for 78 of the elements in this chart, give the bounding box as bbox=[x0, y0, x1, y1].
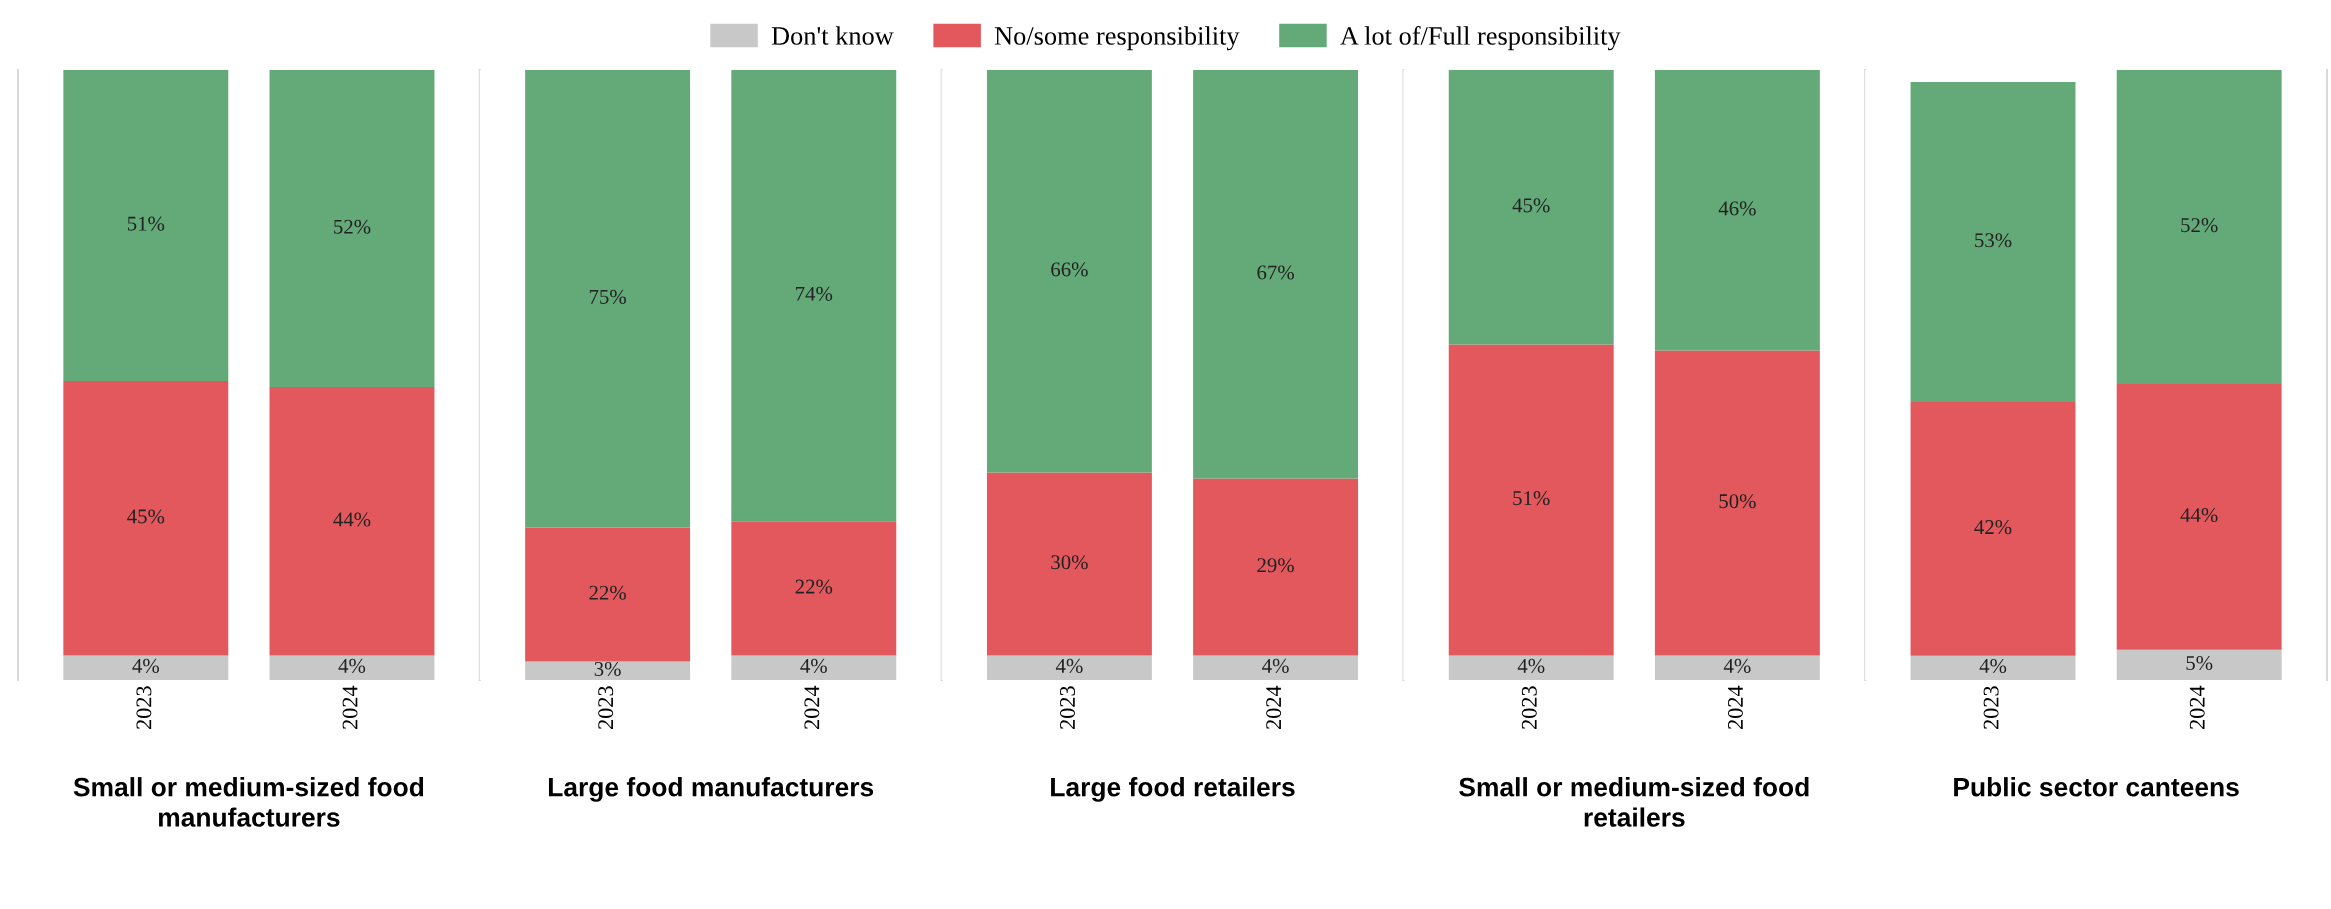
x-axis-title: Small or medium-sized food manufacturers bbox=[73, 777, 424, 827]
x-axis-title: Small or medium-sized food retailers bbox=[1459, 777, 1809, 827]
x-tick-label: 2024 bbox=[2189, 685, 2205, 729]
x-tick-label: 2024 bbox=[1727, 685, 1743, 729]
data-label: 5% bbox=[2186, 655, 2213, 671]
x-tick-label: 2024 bbox=[804, 685, 820, 729]
data-label: 52% bbox=[2181, 218, 2218, 233]
bar bbox=[1448, 69, 1614, 345]
bar bbox=[269, 69, 435, 388]
data-label: 44% bbox=[2180, 507, 2218, 523]
bar bbox=[2116, 69, 2282, 384]
data-label: 44% bbox=[333, 512, 371, 527]
bar bbox=[63, 69, 229, 382]
legend-label: No/some responsibility bbox=[994, 26, 1240, 51]
data-label: 45% bbox=[127, 509, 165, 524]
x-tick-label: 2023 bbox=[1059, 686, 1075, 729]
bar bbox=[1193, 478, 1359, 656]
bar bbox=[1654, 350, 1820, 656]
data-label: 4% bbox=[800, 658, 827, 673]
bar bbox=[1910, 655, 2076, 680]
bar bbox=[2116, 383, 2282, 650]
bar bbox=[1910, 82, 2076, 403]
data-label: 45% bbox=[1512, 198, 1550, 213]
x-tick-label: 2023 bbox=[1521, 686, 1537, 729]
data-label: 4% bbox=[1517, 658, 1545, 673]
data-label: 46% bbox=[1718, 201, 1756, 216]
x-tick-label: 2024 bbox=[342, 685, 358, 729]
bar bbox=[1654, 655, 1820, 680]
data-label: 4% bbox=[1262, 658, 1289, 673]
data-label: 42% bbox=[1974, 520, 2012, 535]
bar bbox=[1448, 344, 1614, 656]
bar bbox=[1448, 655, 1614, 680]
bar bbox=[63, 381, 229, 656]
x-tick-label: 2023 bbox=[136, 686, 152, 729]
x-tick-label: 2024 bbox=[1266, 685, 1282, 729]
data-label: 4% bbox=[1723, 658, 1751, 673]
data-label: 4% bbox=[132, 658, 159, 673]
bar bbox=[1193, 655, 1359, 680]
data-label: 75% bbox=[589, 289, 626, 304]
bar bbox=[525, 661, 691, 680]
data-label: 67% bbox=[1257, 265, 1294, 280]
data-label: 4% bbox=[338, 658, 366, 673]
bar bbox=[986, 655, 1152, 680]
bar bbox=[731, 69, 897, 522]
bar bbox=[986, 472, 1152, 656]
data-label: 22% bbox=[795, 579, 833, 594]
data-label: 50% bbox=[1719, 494, 1756, 509]
x-axis-title: Public sector canteens bbox=[1954, 777, 2239, 797]
bar bbox=[1193, 69, 1359, 479]
x-axis-title: Large food manufacturers bbox=[548, 777, 874, 802]
bar bbox=[731, 521, 897, 656]
data-label: 4% bbox=[1979, 658, 2007, 674]
x-tick-label: 2023 bbox=[598, 686, 614, 729]
data-label: 30% bbox=[1051, 555, 1088, 570]
data-label: 29% bbox=[1257, 558, 1294, 573]
data-label: 74% bbox=[796, 286, 833, 301]
data-label: 22% bbox=[589, 585, 626, 600]
bar bbox=[731, 655, 897, 680]
data-label: 51% bbox=[127, 216, 165, 231]
bar bbox=[269, 387, 435, 656]
bar bbox=[1910, 402, 2076, 656]
bar bbox=[986, 69, 1152, 473]
bar bbox=[1654, 69, 1820, 351]
data-label: 53% bbox=[1975, 233, 2012, 248]
data-label: 4% bbox=[1055, 658, 1083, 673]
bar bbox=[269, 655, 435, 680]
bar bbox=[2116, 649, 2282, 680]
data-label: 3% bbox=[594, 661, 621, 677]
legend-label: A lot of/Full responsibility bbox=[1340, 26, 1621, 51]
x-axis-title: Large food retailers bbox=[1051, 777, 1295, 802]
x-tick-label: 2023 bbox=[1983, 686, 1999, 729]
bar bbox=[525, 69, 691, 528]
bar bbox=[525, 527, 691, 662]
legend-label: Don't know bbox=[771, 26, 894, 45]
data-label: 52% bbox=[334, 219, 371, 234]
data-label: 66% bbox=[1051, 262, 1088, 277]
data-label: 51% bbox=[1513, 491, 1550, 506]
bar bbox=[63, 655, 229, 680]
